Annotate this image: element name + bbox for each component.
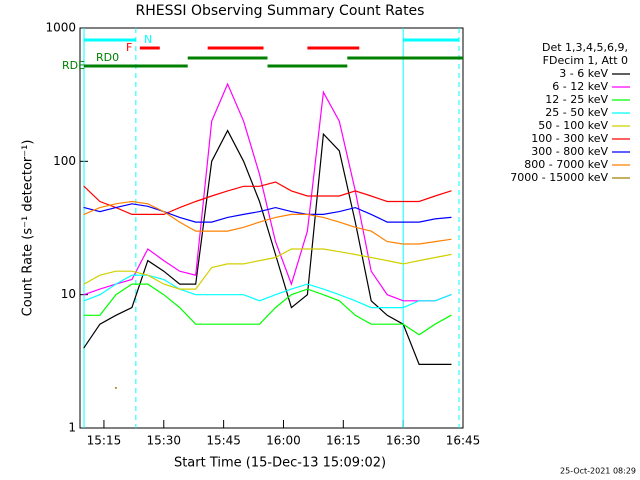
flag-label: F <box>126 41 132 54</box>
x-tick-label: 16:00 <box>266 434 301 448</box>
y-tick-label: 1000 <box>45 21 76 35</box>
flag-label: RD0 <box>96 51 119 64</box>
plot-frame <box>79 27 464 429</box>
flag-label: RDE <box>62 59 85 72</box>
legend-label: 7000 - 15000 keV <box>510 171 608 184</box>
y-axis-label: Count Rate (s⁻¹ detector⁻¹) <box>21 140 36 317</box>
series-line <box>83 129 452 365</box>
x-tick-label: 15:45 <box>206 434 241 448</box>
legend-label: 12 - 25 keV <box>545 93 608 106</box>
legend-label: 6 - 12 keV <box>552 80 608 93</box>
legend-label: 100 - 300 keV <box>531 132 608 145</box>
series-line <box>83 203 452 223</box>
series-line <box>83 274 452 309</box>
flag-label: N <box>144 33 152 46</box>
y-tick-label: 10 <box>61 287 76 301</box>
x-tick-label: 16:30 <box>386 434 421 448</box>
series-line <box>83 283 452 336</box>
y-tick-label: 100 <box>53 154 76 168</box>
series-line <box>83 82 452 302</box>
x-tick-label: 16:45 <box>446 434 481 448</box>
x-tick-label: 16:15 <box>326 434 361 448</box>
series-line <box>83 181 452 215</box>
legend-header: Det 1,3,4,5,6,9, <box>542 41 628 54</box>
x-tick-label: 15:30 <box>146 434 181 448</box>
legend-label: 800 - 7000 keV <box>524 158 608 171</box>
x-tick-label: 15:15 <box>87 434 122 448</box>
legend-label: 300 - 800 keV <box>531 145 608 158</box>
series-line <box>83 248 452 290</box>
legend-label: 3 - 6 keV <box>559 67 608 80</box>
series-line <box>83 200 452 245</box>
timestamp: 25-Oct-2021 08:29 <box>560 467 636 476</box>
legend-label: 50 - 100 keV <box>538 119 608 132</box>
x-axis-label: Start Time (15-Dec-13 15:09:02) <box>174 456 386 471</box>
y-tick-label: 1 <box>68 421 76 435</box>
legend-header: FDecim 1, Att 0 <box>543 54 628 67</box>
chart-title: RHESSI Observing Summary Count Rates <box>136 3 425 19</box>
legend-label: 25 - 50 keV <box>545 106 608 119</box>
